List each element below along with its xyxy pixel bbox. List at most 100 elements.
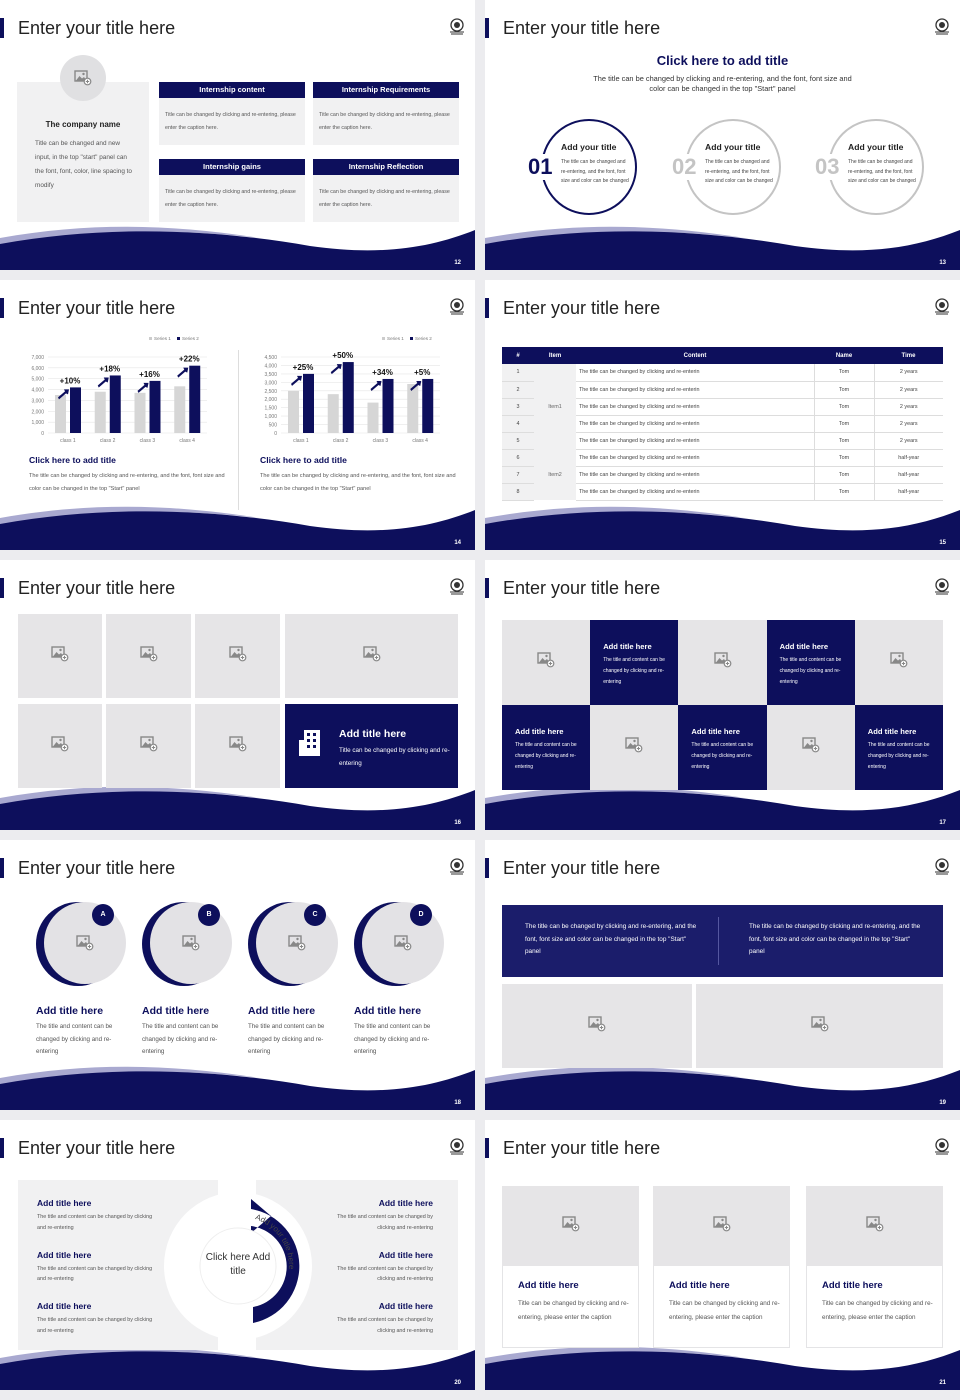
page-number: 12 xyxy=(454,260,461,266)
y-tick-label: 4,000 xyxy=(264,363,277,369)
slide-14[interactable]: Enter your title here 14 0 1,000 2,000 3,000 4… xyxy=(0,280,475,550)
text-tile[interactable]: Add title here The title and content can … xyxy=(502,705,591,790)
image-add-icon xyxy=(712,1215,731,1237)
image-placeholder[interactable] xyxy=(696,984,943,1068)
item-cell: Item1 xyxy=(534,364,576,449)
table-row[interactable]: 5 The title can be changed by clicking an… xyxy=(502,432,943,450)
slide-20[interactable]: Enter your title here 20 Add title here The… xyxy=(0,1120,475,1390)
page-number: 21 xyxy=(939,1380,946,1386)
slide-title[interactable]: Enter your title here xyxy=(503,858,661,878)
badge: A xyxy=(92,904,114,926)
x-tick-label: class 4 xyxy=(179,438,195,444)
text-tile[interactable]: Add title here The title and content can … xyxy=(678,705,767,790)
university-logo-icon xyxy=(449,858,465,876)
card-title: Add title here xyxy=(669,1280,730,1291)
image-placeholder[interactable] xyxy=(106,704,191,788)
slide-title[interactable]: Enter your title here xyxy=(18,298,176,318)
image-placeholder[interactable] xyxy=(18,614,102,698)
table-row[interactable]: 8 The title can be changed by clicking an… xyxy=(502,483,943,501)
image-placeholder[interactable] xyxy=(590,705,679,790)
image-add-icon xyxy=(588,1015,606,1037)
legend-swatch-series-2 xyxy=(177,337,180,340)
table-cell: 2 xyxy=(502,381,534,399)
table-row[interactable]: 2 The title can be changed by clicking an… xyxy=(502,381,943,399)
image-placeholder[interactable] xyxy=(18,704,102,788)
text-tile[interactable]: Add title here The title and content can … xyxy=(590,620,679,705)
slide-15[interactable]: Enter your title here 15 # Item Content Name T… xyxy=(485,280,960,550)
slide-title[interactable]: Enter your title here xyxy=(18,18,176,38)
image-placeholder[interactable] xyxy=(678,620,767,705)
university-logo-icon xyxy=(449,1138,465,1156)
item-title: Add title here xyxy=(37,1249,92,1260)
tile-title: Add title here xyxy=(691,727,740,736)
slide-title[interactable]: Enter your title here xyxy=(18,1138,176,1158)
slide-16[interactable]: Enter your title here 16 Add title here Tit… xyxy=(0,560,475,830)
table-head: # Item Content Name Time xyxy=(502,347,943,364)
growth-label: +22% xyxy=(179,355,200,364)
column-header[interactable]: Name xyxy=(835,352,853,359)
title-accent-bar xyxy=(0,858,4,878)
bar-series-1 xyxy=(94,391,106,433)
image-placeholder[interactable] xyxy=(502,620,591,705)
image-placeholder[interactable] xyxy=(653,1186,790,1266)
image-placeholder[interactable] xyxy=(766,705,856,790)
image-placeholder[interactable] xyxy=(195,614,280,698)
image-add-icon xyxy=(810,1015,829,1037)
table-cell: 3 xyxy=(502,398,534,416)
table-row[interactable]: 3 The title can be changed by clicking an… xyxy=(502,398,943,416)
table-row[interactable]: 7 The title can be changed by clicking an… xyxy=(502,466,943,484)
slide-title[interactable]: Enter your title here xyxy=(503,298,661,318)
table-row[interactable]: 4 The title can be changed by clicking an… xyxy=(502,415,943,433)
image-placeholder[interactable] xyxy=(195,704,280,788)
tile-title: Add title here xyxy=(779,642,829,651)
image-add-icon xyxy=(51,735,69,757)
y-tick-label: 1,500 xyxy=(264,406,277,412)
image-placeholder[interactable] xyxy=(106,614,191,698)
slide-19[interactable]: Enter your title here 19 The title can be … xyxy=(485,840,960,1110)
text-tile[interactable]: Add title here The title and content can … xyxy=(854,705,944,790)
table-row[interactable]: 1 Item1 The title can be changed by clicki… xyxy=(502,364,943,449)
cycle-center-title[interactable]: Click here Add title xyxy=(205,1252,271,1277)
bar-series-2 xyxy=(382,378,394,433)
table-cell: Tom xyxy=(813,449,874,467)
block-heading[interactable]: Click here to add title xyxy=(29,455,116,465)
card-text: Title can be changed by clicking and re-… xyxy=(313,175,459,222)
text-tile[interactable]: Add title here The title and content can … xyxy=(766,620,856,705)
column-header[interactable]: Time xyxy=(901,352,916,359)
table-row[interactable]: 6 Item2 The title can be changed by clicki… xyxy=(502,449,943,500)
table-cell: 6 xyxy=(502,449,534,467)
item-text: The title and content can be changed by … xyxy=(337,1317,433,1334)
slide-18[interactable]: Enter your title here 18 A Add title here Th… xyxy=(0,840,475,1110)
legend-series-2: Series 2 xyxy=(182,336,199,341)
column-header[interactable]: Content xyxy=(683,352,707,359)
slide-13[interactable]: Enter your title here 13 Click here to add… xyxy=(485,0,960,270)
image-placeholder[interactable] xyxy=(502,1186,639,1266)
image-placeholder[interactable] xyxy=(502,984,692,1068)
slide-21[interactable]: Enter your title here 21 Add title here Tit… xyxy=(485,1120,960,1390)
slide-12[interactable]: Enter your title here 12 The company name T… xyxy=(0,0,475,270)
column-header[interactable]: Item xyxy=(548,352,562,359)
column-header[interactable]: # xyxy=(516,352,520,359)
table-cell: Tom xyxy=(813,415,874,433)
y-tick-label: 0 xyxy=(41,431,44,437)
slide-17[interactable]: Enter your title here 17 Add title here The… xyxy=(485,560,960,830)
table-cell: Tom xyxy=(813,466,874,484)
bar-series-1 xyxy=(174,386,186,433)
slide-title[interactable]: Enter your title here xyxy=(18,858,176,878)
image-placeholder[interactable] xyxy=(285,614,458,698)
card-text: Title can be changed by clicking and re-… xyxy=(669,1300,780,1321)
item-text: The title and content can be changed by … xyxy=(37,1317,153,1334)
legend-series-1: Series 1 xyxy=(154,336,171,341)
image-placeholder[interactable] xyxy=(854,620,944,705)
card-text: Title can be changed by clicking and re-… xyxy=(518,1300,629,1321)
slide-title[interactable]: Enter your title here xyxy=(18,578,176,598)
slide-title[interactable]: Enter your title here xyxy=(503,1138,661,1158)
slide-title[interactable]: Enter your title here xyxy=(503,18,661,38)
company-image-circle[interactable] xyxy=(60,55,106,101)
page-number: 15 xyxy=(939,540,946,546)
block-heading[interactable]: Click here to add title xyxy=(260,455,347,465)
image-placeholder[interactable] xyxy=(806,1186,943,1266)
slide-title[interactable]: Enter your title here xyxy=(503,578,661,598)
bar-series-1 xyxy=(367,402,379,433)
step-number: 02 xyxy=(671,154,698,180)
